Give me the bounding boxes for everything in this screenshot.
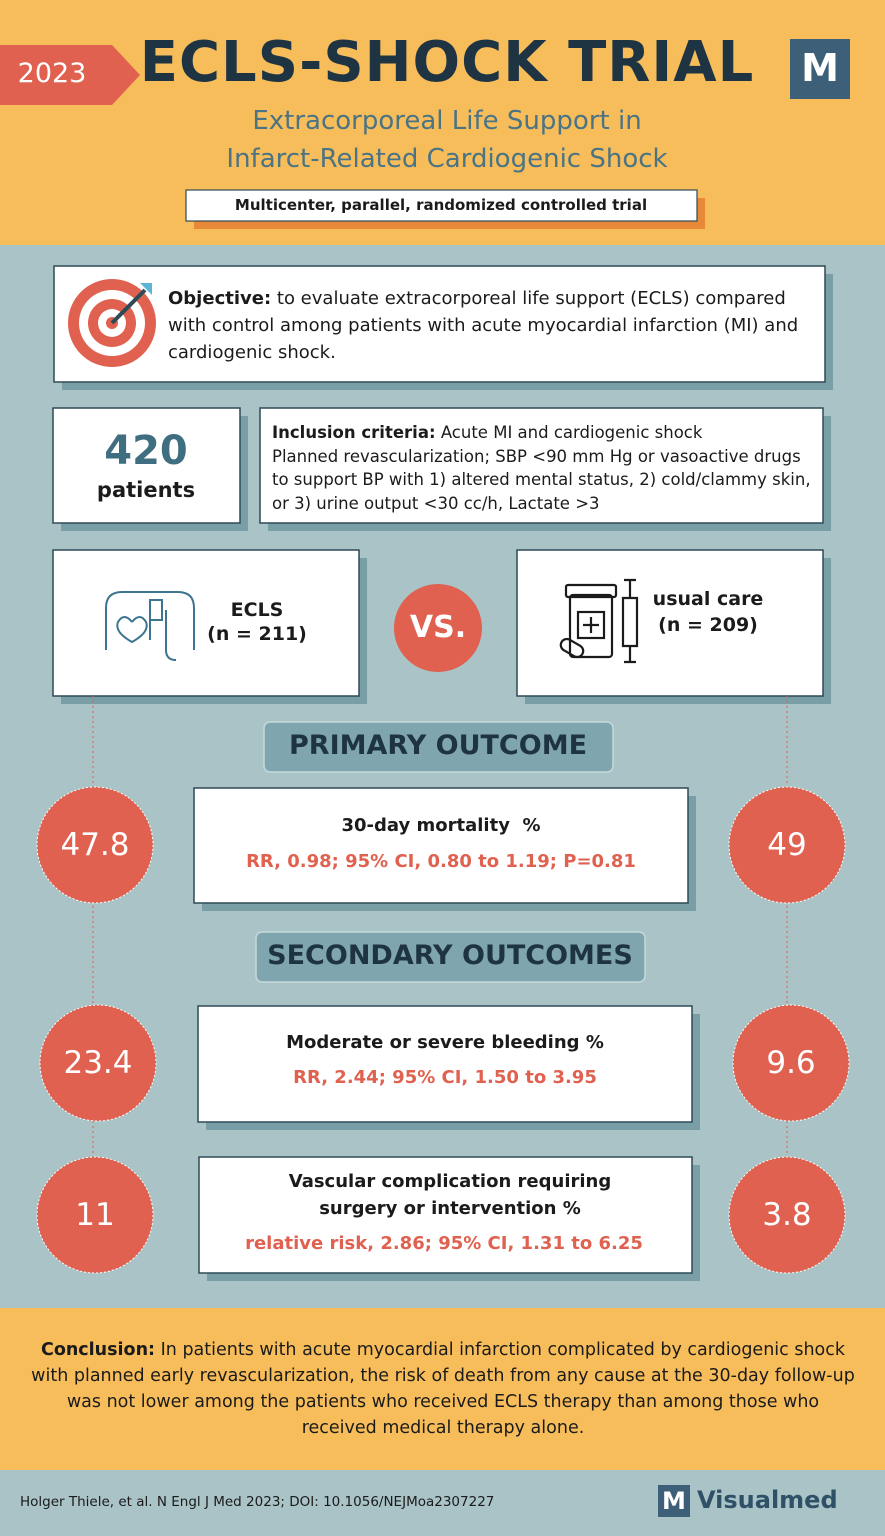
shape [116, 616, 148, 644]
patient-label: patients [96, 478, 196, 502]
shape [732, 1004, 850, 1122]
conclusion-band [0, 1308, 885, 1470]
target-icon [68, 279, 156, 367]
brand: Visualmed [697, 1486, 838, 1514]
outcome-stats: RR, 0.98; 95% CI, 0.80 to 1.19; P=0.81 [246, 851, 636, 872]
outcome-stats: RR, 2.44; 95% CI, 1.50 to 3.95 [293, 1067, 597, 1088]
outcome-stats: relative risk, 2.86; 95% CI, 1.31 to 6.2… [245, 1233, 643, 1254]
inclusion-line: Planned revascularization; SBP <90 mm Hg… [272, 446, 811, 513]
shape [259, 407, 824, 524]
design: Multicenter, parallel, randomized contro… [234, 196, 648, 214]
arm-name: usual care [652, 588, 764, 610]
ecls-icon [105, 591, 195, 661]
pills-icon [559, 578, 639, 664]
shape [621, 578, 639, 664]
heading-boxes [255, 721, 646, 983]
shape [193, 787, 689, 904]
shape [263, 721, 614, 773]
outcome-title: 30-day mortality % [341, 815, 541, 836]
ecls-result: 11 [75, 1197, 115, 1233]
shape [568, 593, 614, 659]
panels [52, 265, 826, 1274]
shape [197, 1005, 693, 1123]
shape [52, 407, 241, 524]
shape [53, 265, 826, 383]
shape [110, 288, 147, 325]
arm-name: ECLS [230, 599, 284, 621]
logo: M [801, 46, 839, 90]
shape [255, 931, 646, 983]
conclusion-text: In patients with acute myocardial infarc… [31, 1340, 855, 1438]
arm-n: (n = 209) [658, 614, 758, 636]
shape [52, 549, 360, 697]
shape [394, 584, 482, 672]
ecls-result: 23.4 [63, 1045, 133, 1081]
design-box [185, 189, 698, 222]
year: 2023 [17, 58, 87, 89]
shape [140, 283, 152, 295]
inclusion-label: Inclusion criteria: [272, 423, 436, 442]
conclusion-label: Conclusion: [40, 1340, 156, 1360]
objective-label: Objective: [168, 288, 272, 309]
control-result: 3.8 [762, 1197, 812, 1233]
section-heading: SECONDARY OUTCOMES [267, 940, 633, 971]
shape [149, 599, 163, 640]
shape [36, 1156, 154, 1274]
section-heading: PRIMARY OUTCOME [288, 730, 588, 761]
shape [105, 591, 195, 650]
outcome-title: Moderate or severe bleeding % [286, 1032, 604, 1053]
shape [583, 617, 599, 633]
shape [165, 610, 177, 661]
patient-count: 420 [104, 428, 188, 474]
result-circles [36, 584, 850, 1274]
control-result: 49 [767, 827, 807, 863]
shape [564, 583, 618, 599]
vs: VS. [409, 610, 467, 645]
subtitle: Extracorporeal Life Support in [252, 106, 642, 136]
conclusion: Conclusion: In patients with acute myoca… [30, 1337, 856, 1441]
outcome-title: surgery or intervention % [319, 1198, 581, 1219]
arm-n: (n = 211) [207, 623, 307, 645]
shape [39, 1004, 157, 1122]
logo-box [790, 39, 850, 99]
subtitle: Infarct-Related Cardiogenic Shock [226, 144, 668, 174]
year-tag [0, 45, 140, 105]
title: ECLS-SHOCK TRIAL [139, 30, 755, 95]
outcome-title: Vascular complication requiring [288, 1171, 612, 1192]
objective-text: to evaluate extracorporeal life support … [168, 288, 799, 363]
inclusion-line: Acute MI and cardiogenic shock [440, 423, 703, 442]
shape [559, 637, 585, 659]
shape [198, 1156, 693, 1274]
shape [516, 549, 824, 697]
shape [576, 610, 606, 640]
ecls-result: 47.8 [60, 827, 130, 863]
objective: Objective: to evaluate extracorporeal li… [168, 285, 813, 366]
inclusion: Inclusion criteria: Acute MI and cardiog… [272, 421, 817, 515]
control-result: 9.6 [766, 1045, 816, 1081]
shape [728, 1156, 846, 1274]
citation: Holger Thiele, et al. N Engl J Med 2023;… [20, 1494, 495, 1510]
shape [728, 786, 846, 904]
shape [36, 786, 154, 904]
brand-icon: M [658, 1485, 690, 1517]
